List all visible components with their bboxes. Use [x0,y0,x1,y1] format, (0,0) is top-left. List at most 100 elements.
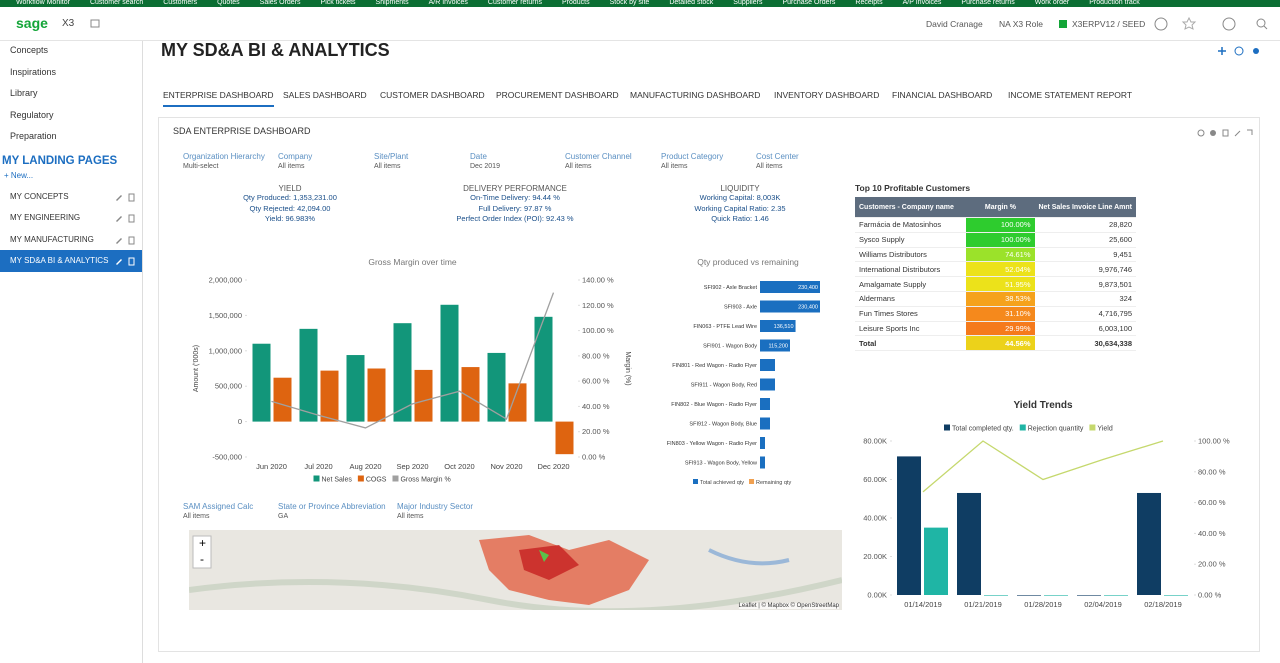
filter-label[interactable]: SAM Assigned Calc [183,502,254,511]
tab[interactable]: INCOME STATEMENT REPORT [1008,90,1133,100]
filter-value[interactable]: All items [756,163,783,170]
filter-value[interactable]: GA [278,513,289,520]
nav-link[interactable]: Pick tickets [320,0,356,6]
landing-page-label[interactable]: MY SD&A BI & ANALYTICS [10,256,109,265]
nav-link[interactable]: Customer returns [487,0,542,6]
filter-label[interactable]: Organization Hierarchy [183,152,265,161]
filter-label[interactable]: Date [470,152,487,161]
row-actions[interactable] [114,256,136,266]
map[interactable]: + - Leaflet | © Mapbox © OpenStreetMap [189,530,842,610]
nav-link[interactable]: Production track [1089,0,1140,6]
nav-link[interactable]: Shipments [375,0,409,6]
bar [760,320,796,332]
bar [534,316,553,422]
tab[interactable]: SALES DASHBOARD [283,90,367,100]
nav-link[interactable]: Purchase Orders [782,0,836,6]
landing-page-label[interactable]: MY ENGINEERING [10,213,81,222]
tab[interactable]: CUSTOMER DASHBOARD [380,90,485,100]
filter-label[interactable]: State or Province Abbreviation [278,502,386,511]
nav-link[interactable]: Workflow Monitor [16,0,70,6]
tab[interactable]: FINANCIAL DASHBOARD [892,90,993,100]
landing-page[interactable]: MY MANUFACTURING [0,229,142,251]
kpi-line: On-Time Delivery: 94.44 % [470,193,560,202]
x-tick-label: 02/04/2019 [1084,600,1122,609]
bar [367,368,386,422]
folder[interactable]: X3ERPV12 / SEED [1072,19,1146,29]
filter-value[interactable]: Multi-select [183,163,219,170]
y2-tick-label: 40.00 % [1198,529,1226,538]
new-link[interactable]: + New... [4,170,34,180]
kpi-line: Qty Rejected: 42,094.00 [249,203,331,213]
calendar-icon[interactable] [90,18,100,28]
filter-value[interactable]: All items [565,163,592,170]
logo[interactable]: sage [16,15,48,31]
filter-value[interactable]: All items [661,163,688,170]
legend-swatch [357,475,364,482]
nav-link[interactable]: Sales Orders [259,0,301,6]
bar [760,398,770,410]
nav-link[interactable]: Stock by site [609,0,650,6]
nav-link[interactable]: Receipts [855,0,883,6]
panel-icons[interactable] [1196,128,1256,138]
cell: 324 [1034,291,1136,307]
landing-page[interactable]: MY SD&A BI & ANALYTICS [0,250,142,272]
filter-value[interactable]: All items [183,513,210,520]
filter-label[interactable]: Cost Center [756,152,799,161]
landing-page-label[interactable]: MY CONCEPTS [10,191,69,201]
filter-label[interactable]: Company [278,152,313,161]
table-row: Sysco Supply 100.00% 25,600 [855,232,1136,248]
nav-link[interactable]: A/R Invoices [428,0,468,6]
y2-axis-label: Margin (%) [624,351,631,385]
sidebar-item[interactable]: Concepts [10,45,49,55]
sidebar-item[interactable]: Library [10,88,38,98]
nav-link[interactable]: Quotes [217,0,240,6]
tab[interactable]: INVENTORY DASHBOARD [774,90,880,100]
filter-label[interactable]: Customer Channel [565,152,632,161]
landing-page[interactable]: MY ENGINEERING [0,207,142,229]
filter-value[interactable]: All items [278,163,305,170]
legend-label: Net Sales [322,477,353,484]
zoom-in[interactable]: + [199,536,207,550]
tab[interactable]: ENTERPRISE DASHBOARD [163,90,274,107]
page-actions[interactable] [1216,45,1266,57]
zoom-out[interactable]: - [200,552,204,566]
filter-label[interactable]: Major Industry Sector [397,502,474,511]
nav-link[interactable]: Detailed stock [669,0,714,6]
nav-link[interactable]: Products [562,0,590,6]
cell: 29.99% [966,321,1035,337]
row-actions[interactable] [114,213,136,223]
nav-link[interactable]: Work order [1034,0,1070,6]
nav-link[interactable]: Purchase returns [961,0,1015,6]
category-label: SFI903 - Axle [724,305,757,311]
filter-label[interactable]: Site/Plant [374,152,409,161]
bar [555,421,574,455]
tab[interactable]: PROCUREMENT DASHBOARD [496,90,619,100]
kpi: LIQUIDITY Working Capital: 8,003K Working … [650,184,830,225]
filter-label[interactable]: Product Category [661,152,724,161]
role[interactable]: NA X3 Role [999,19,1043,29]
bar [461,367,480,422]
cell: 38.53% [966,291,1035,307]
row-actions[interactable] [114,235,136,245]
filter-value[interactable]: Dec 2019 [470,163,500,170]
nav-link[interactable]: Customer search [89,0,144,6]
filter-value[interactable]: All items [397,513,424,520]
filter-value[interactable]: All items [374,163,401,170]
y-axis-label: Amount ('000s) [193,345,200,392]
user[interactable]: David Cranage [926,19,983,29]
sidebar-item[interactable]: Inspirations [10,66,57,77]
sidebar-item[interactable]: Regulatory [10,109,54,120]
nav-link[interactable]: A/P Invoices [902,0,942,6]
nav-link[interactable]: Customers [163,0,198,6]
header: sage X3 David Cranage NA X3 Role X3ERPV1… [0,7,1280,41]
table-row: Williams Distributors 74.61% 9,451 [855,247,1136,263]
bar [760,378,775,391]
tab[interactable]: MANUFACTURING DASHBOARD [630,90,761,100]
header-icons[interactable] [1153,17,1273,31]
nav-link[interactable]: Suppliers [733,0,763,6]
landing-page-label[interactable]: MY MANUFACTURING [10,234,94,244]
row-actions[interactable] [114,192,136,202]
landing-page[interactable]: MY CONCEPTS [0,186,142,208]
sidebar-item[interactable]: Preparation [10,131,57,141]
